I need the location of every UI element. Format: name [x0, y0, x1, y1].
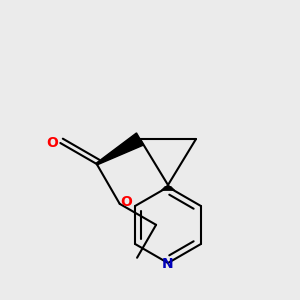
Text: O: O	[120, 195, 132, 209]
Text: O: O	[46, 136, 58, 150]
Polygon shape	[96, 133, 143, 165]
Text: N: N	[162, 257, 174, 271]
